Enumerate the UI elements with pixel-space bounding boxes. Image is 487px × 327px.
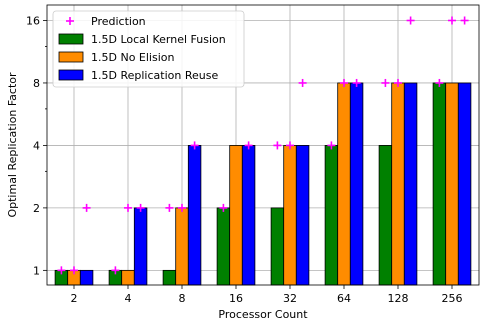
prediction-marker [352,78,361,87]
x-tick-label: 16 [229,292,243,305]
legend-label: 1.5D Local Kernel Fusion [91,33,226,46]
prediction-marker [57,266,66,275]
prediction-marker [448,16,456,25]
legend-swatch [58,69,84,81]
bar-1-5d-local-kernel-fusion-256 [432,82,447,286]
bar-1-5d-no-elision-256 [445,82,459,286]
bar-1-5d-replication-reuse-8 [187,145,202,286]
prediction-marker [435,78,444,87]
bar-1-5d-no-elision-16 [229,145,243,286]
prediction-marker [190,141,199,150]
prediction-marker [124,203,132,212]
legend-swatch [58,33,84,45]
y-axis-label: Optimal Replication Factor [6,72,19,218]
y-tick-label: 4 [33,139,40,152]
legend: Prediction 1.5D Local Kernel Fusion 1.5D N… [52,10,245,88]
legend-label: Prediction [91,15,146,28]
bar-1-5d-local-kernel-fusion-32 [270,207,285,286]
y-tick-label: 1 [33,264,40,277]
bar-1-5d-no-elision-32 [283,145,297,286]
prediction-marker [136,203,145,212]
prediction-marker [82,203,91,212]
prediction-marker [381,78,390,87]
bar-1-5d-replication-reuse-16 [241,145,256,286]
prediction-marker [406,16,415,25]
bar-1-5d-local-kernel-fusion-128 [378,145,393,286]
y-tick-label: 2 [33,202,40,215]
x-tick-label: 64 [337,292,351,305]
bar-1-5d-no-elision-4 [121,269,135,286]
y-tick-label: 16 [26,14,40,27]
prediction-marker [327,141,336,150]
legend-box [52,10,245,88]
prediction-marker [273,141,282,150]
legend-swatch [58,51,84,63]
x-tick-label: 2 [71,292,78,305]
bar-1-5d-no-elision-8 [175,207,189,286]
x-tick-label: 32 [283,292,297,305]
bar-1-5d-local-kernel-fusion-16 [216,207,231,286]
bar-1-5d-local-kernel-fusion-64 [324,145,339,286]
y-tick-label: 8 [33,77,40,90]
legend-label: 1.5D No Elision [91,51,174,64]
bar-1-5d-replication-reuse-2 [79,269,94,286]
prediction-marker [340,78,348,87]
prediction-marker [111,266,120,275]
bar-1-5d-local-kernel-fusion-8 [162,269,177,286]
bar-1-5d-replication-reuse-64 [349,82,364,286]
prediction-marker [165,203,174,212]
prediction-marker [286,141,294,150]
plot-frame [46,4,480,286]
prediction-marker [394,78,402,87]
bar-1-5d-replication-reuse-4 [133,207,148,286]
bar-1-5d-no-elision-64 [337,82,351,286]
legend-prediction-marker [66,17,74,25]
prediction-marker [298,78,307,87]
prediction-marker [244,141,253,150]
bar-1-5d-no-elision-128 [391,82,405,286]
bar-1-5d-replication-reuse-256 [457,82,472,286]
prediction-marker [70,266,78,275]
prediction-marker [460,16,469,25]
x-tick-label: 8 [179,292,186,305]
bars [54,82,472,286]
prediction-markers [57,16,469,275]
x-tick-label: 4 [125,292,132,305]
prediction-marker [219,203,228,212]
bar-1-5d-replication-reuse-32 [295,145,310,286]
legend-label: 1.5D Replication Reuse [91,69,218,82]
x-tick-label: 256 [442,292,463,305]
x-axis-label: Processor Count [218,308,308,321]
x-tick-label: 128 [388,292,409,305]
bar-1-5d-replication-reuse-128 [403,82,418,286]
prediction-marker [178,203,186,212]
